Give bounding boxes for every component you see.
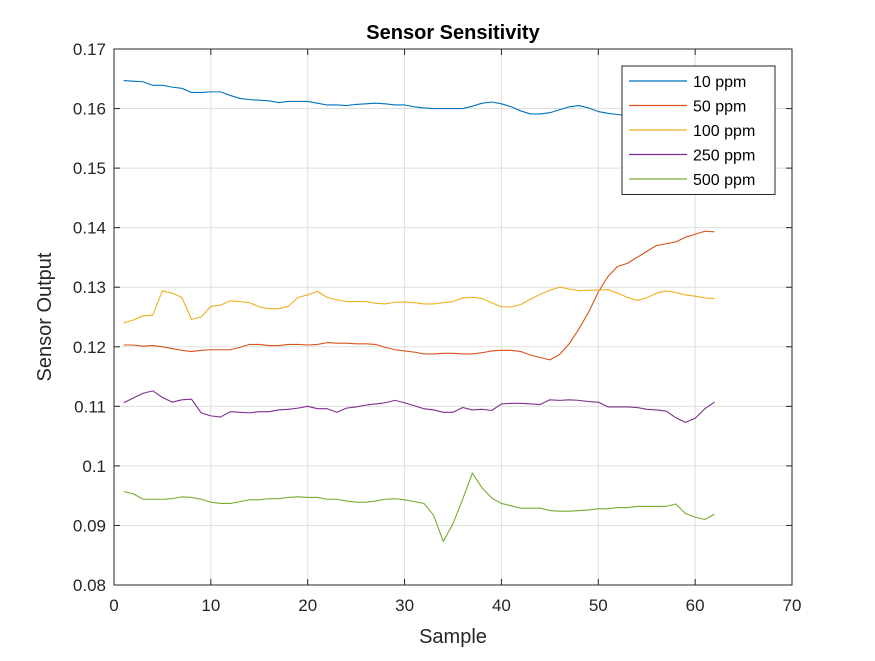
x-tick-label: 60 bbox=[686, 596, 705, 615]
series-lines bbox=[123, 80, 715, 543]
x-tick-label: 30 bbox=[395, 596, 414, 615]
x-tick-label: 10 bbox=[201, 596, 220, 615]
y-tick-label: 0.16 bbox=[73, 100, 106, 119]
legend-label: 100 ppm bbox=[693, 123, 755, 140]
y-tick-label: 0.15 bbox=[73, 159, 106, 178]
legend-label: 250 ppm bbox=[693, 148, 755, 165]
x-tick-label: 70 bbox=[783, 596, 802, 615]
series-line-50-ppm bbox=[123, 230, 715, 361]
series-line-250-ppm bbox=[123, 390, 715, 423]
legend: 10 ppm 50 ppm 100 ppm 250 ppm 500 ppm bbox=[621, 65, 776, 195]
series-line-100-ppm bbox=[123, 286, 715, 324]
legend-label: 50 ppm bbox=[693, 99, 746, 116]
tick-labels: 0 10 20 30 40 50 60 70 0.08 0.09 0.1 0.11 0.12 0.13 0.… bbox=[73, 40, 802, 615]
y-axis-label: Sensor Output bbox=[34, 252, 56, 381]
y-tick-label: 0.17 bbox=[73, 40, 106, 59]
y-tick-label: 0.12 bbox=[73, 338, 106, 357]
y-tick-label: 0.08 bbox=[73, 576, 106, 595]
x-tick-label: 20 bbox=[298, 596, 317, 615]
x-tick-label: 50 bbox=[589, 596, 608, 615]
legend-label: 500 ppm bbox=[693, 172, 755, 189]
y-tick-label: 0.14 bbox=[73, 219, 106, 238]
chart-title: Sensor Sensitivity bbox=[366, 22, 540, 44]
y-tick-label: 0.1 bbox=[82, 457, 106, 476]
y-tick-label: 0.09 bbox=[73, 516, 106, 535]
x-axis-label: Sample bbox=[419, 626, 487, 648]
x-tick-label: 0 bbox=[109, 596, 118, 615]
x-tick-label: 40 bbox=[492, 596, 511, 615]
legend-label: 10 ppm bbox=[693, 74, 746, 91]
series-line-10-ppm bbox=[123, 80, 715, 121]
y-tick-label: 0.11 bbox=[74, 397, 106, 416]
axes-box bbox=[113, 48, 793, 586]
series-line-500-ppm bbox=[123, 472, 715, 543]
axes bbox=[113, 48, 793, 586]
y-tick-label: 0.13 bbox=[73, 278, 106, 297]
